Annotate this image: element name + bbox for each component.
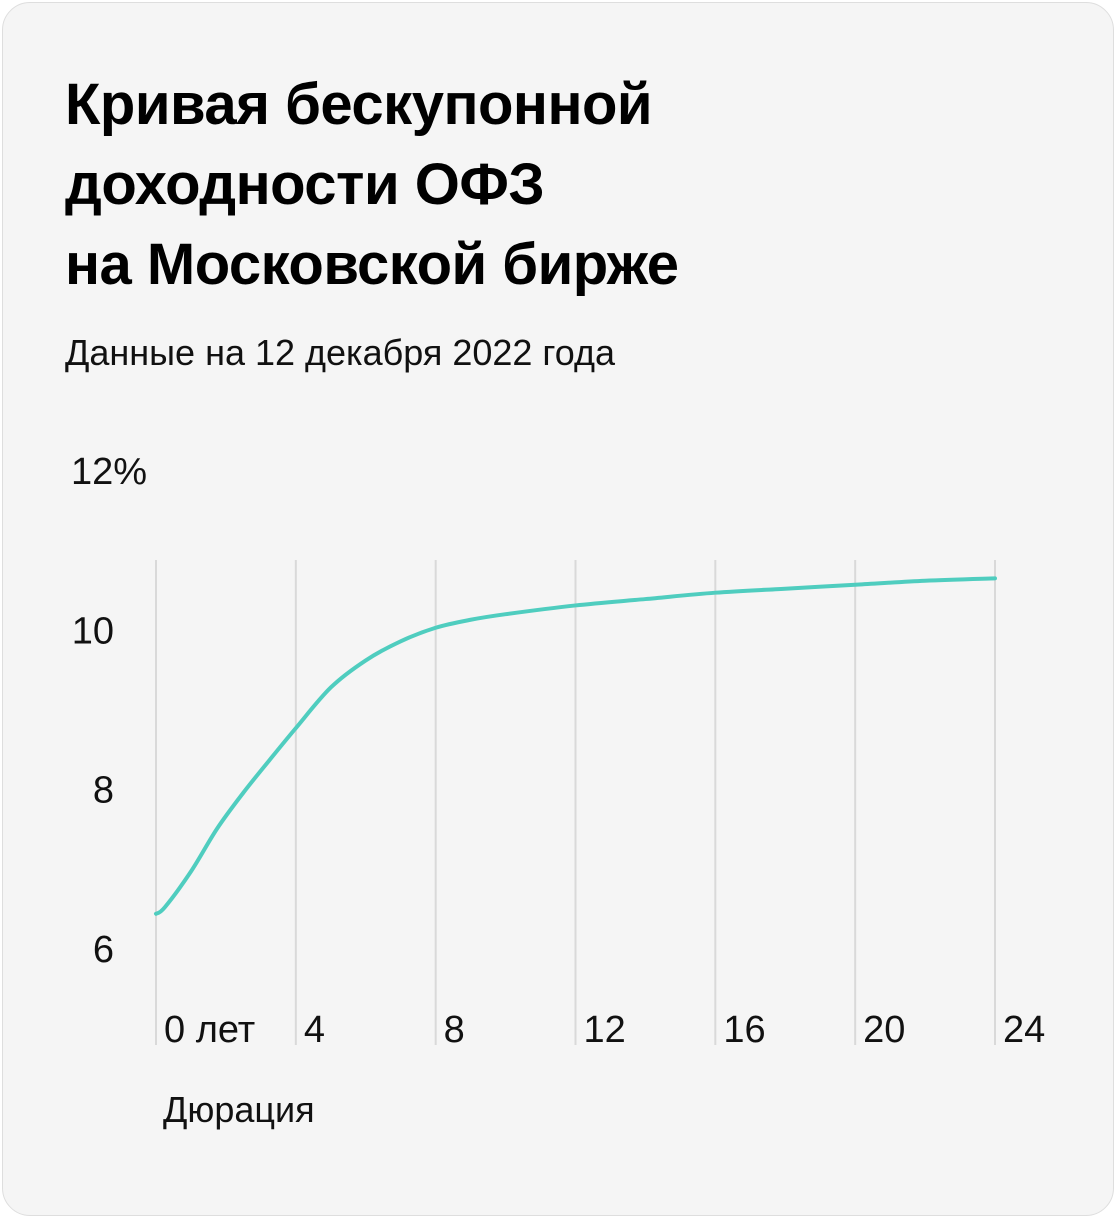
grid-layer bbox=[155, 560, 996, 1045]
x-tick-label-2: 8 bbox=[444, 1009, 465, 1051]
x-tick-label-6: 24 bbox=[1003, 1009, 1045, 1051]
chart-title-line-1: Кривая бескупонной bbox=[65, 72, 653, 137]
x-tick-label-4: 16 bbox=[723, 1009, 765, 1051]
x-tick-label-5: 20 bbox=[863, 1009, 905, 1051]
x-tick-label-3: 12 bbox=[584, 1009, 626, 1051]
y-tick-label-3: 12% bbox=[71, 451, 147, 493]
y-tick-label-2: 10 bbox=[72, 610, 114, 652]
series-layer bbox=[154, 576, 997, 916]
chart-title-line-3: на Московской бирже bbox=[65, 232, 679, 297]
chart-title: Кривая бескупонной доходности ОФЗ на Мос… bbox=[65, 65, 1065, 305]
x-axis-ticks: 0 лет 4 8 12 16 20 24 bbox=[164, 1009, 1045, 1051]
x-tick-label-1: 4 bbox=[304, 1009, 325, 1051]
x-tick-label-0: 0 лет bbox=[164, 1009, 255, 1051]
y-axis-ticks: 6 8 10 12% bbox=[71, 451, 147, 971]
chart-title-line-2: доходности ОФЗ bbox=[65, 152, 545, 217]
y-tick-label-1: 8 bbox=[93, 770, 114, 812]
chart-subtitle: Данные на 12 декабря 2022 года bbox=[65, 332, 616, 373]
y-tick-label-0: 6 bbox=[93, 929, 114, 971]
x-axis-title: Дюрация bbox=[163, 1089, 315, 1130]
series-line-0 bbox=[154, 576, 997, 916]
